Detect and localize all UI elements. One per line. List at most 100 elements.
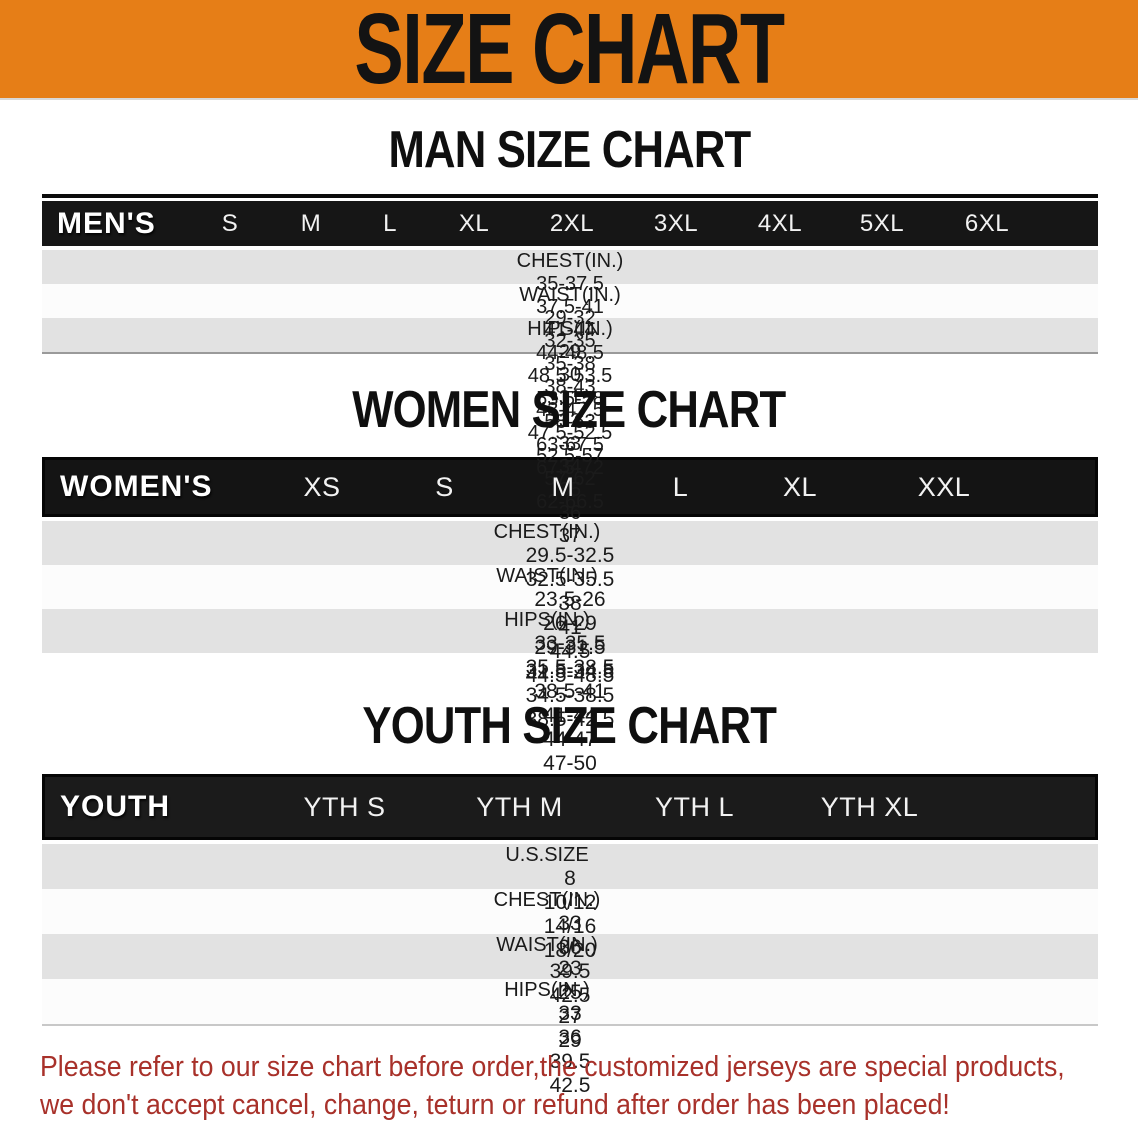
youth-table-header-row: YOUTH YTH S YTH M YTH L YTH XL <box>42 774 1098 840</box>
size-value-cell: 57-62 <box>544 468 596 490</box>
size-value-cell: 48.5-53.5 <box>527 365 613 387</box>
size-value-cell: 43-47.5 <box>536 399 604 421</box>
size-value-cell: 41-44 <box>543 704 597 727</box>
size-column-header: YTH L <box>654 791 735 822</box>
size-value-cell: 58-63 <box>544 411 596 433</box>
size-value-cell: 35.5-38.5 <box>525 656 615 679</box>
size-column-header: L <box>383 209 397 237</box>
size-column-header: 5XL <box>859 209 905 237</box>
size-value-cell: 31.5-34.5 <box>525 660 615 683</box>
size-value-cell: 39.5 <box>549 960 591 983</box>
size-value-cell: 31 <box>558 387 582 409</box>
size-value-cell: 52.5-57 <box>536 445 604 467</box>
youth-section-heading: YOUTH SIZE CHART <box>0 697 1138 755</box>
women-table-header-row: WOMEN'S XS S M L XL XXL <box>42 457 1098 517</box>
size-column-header: YTH M <box>476 791 563 822</box>
men-chest-row: CHEST(IN.) 35-37.5 37.5-41 41-44 44-48.5… <box>42 250 1098 479</box>
size-value-cell: 44.5-48.5 <box>525 664 615 687</box>
size-value-cell: 38-43 <box>544 376 596 398</box>
size-value-cell: 33-35.5 <box>534 632 606 655</box>
size-value-cell: 62-66.5 <box>536 491 604 513</box>
size-value-cell: 36 <box>558 502 582 524</box>
size-value-cell: 18/20 <box>543 939 597 962</box>
size-value-cell: 38 <box>558 592 582 615</box>
size-value-cell: 53.5-58 <box>536 388 604 410</box>
size-column-header: YTH XL <box>820 791 919 822</box>
size-value-cell: 10/12 <box>543 891 597 914</box>
size-value-cell: 29.5-32.5 <box>525 544 615 567</box>
men-table-header-row: MEN'S S M L XL 2XL 3XL 4XL 5XL 6XL <box>42 201 1098 246</box>
size-value-cell: 35-37.5 <box>536 273 604 295</box>
size-value-cell: 36 <box>558 1026 582 1049</box>
measurement-label: WAIST(IN.) <box>496 565 598 587</box>
size-value-cell: 47-50 <box>543 752 597 775</box>
men-section-heading-text: MAN SIZE CHART <box>388 121 751 179</box>
size-value-cell: 14/16 <box>543 915 597 938</box>
size-column-header: 2XL <box>549 209 595 237</box>
size-value-cell: 38.5-42.5 <box>525 708 615 731</box>
men-section-heading: MAN SIZE CHART <box>0 121 1138 179</box>
youth-us-size-row: U.S.SIZE 8 10/12 14/16 18/20 <box>42 844 1098 962</box>
size-column-header: 4XL <box>757 209 803 237</box>
women-hips-row: HIPS(IN.) 33-35.5 35.5-38.5 38.5-41 41-4… <box>42 609 1098 775</box>
women-waist-row: WAIST(IN.) 23.5-26 26-29 29-31.5 31.5-34… <box>42 565 1098 731</box>
youth-section-heading-text: YOUTH SIZE CHART <box>362 697 777 755</box>
warning-line-2: we don't accept cancel, change, teturn o… <box>40 1089 950 1121</box>
size-column-header: L <box>672 471 689 502</box>
size-column-header: XL <box>782 471 818 502</box>
size-value-cell: 29-32 <box>544 307 596 329</box>
size-column-header: S <box>435 471 454 502</box>
size-value-cell: 41 <box>558 616 582 639</box>
warning-line-1: Please refer to our size chart before or… <box>40 1051 1065 1083</box>
size-value-cell: 27 <box>558 1005 582 1028</box>
men-corner-label: MEN'S <box>57 206 156 240</box>
size-column-header: M <box>300 209 322 237</box>
size-value-cell: 29 <box>558 341 582 363</box>
size-value-cell: 35-38 <box>544 353 596 375</box>
youth-hips-row: HIPS(IN.) 33 36 39.5 42.5 <box>42 979 1098 1097</box>
size-column-header: YTH S <box>303 791 386 822</box>
measurement-label: CHEST(IN.) <box>493 521 601 543</box>
size-value-cell: 44-47 <box>543 728 597 751</box>
size-value-cell: 47.5-52.5 <box>527 422 613 444</box>
men-size-table: MEN'S S M L XL 2XL 3XL 4XL 5XL 6XL CHEST… <box>42 194 1098 547</box>
youth-waist-row: WAIST(IN.) 23 25 27 29 <box>42 934 1098 1052</box>
youth-chest-row: CHEST(IN.) 33 36 39.5 42.5 <box>42 889 1098 1007</box>
size-value-cell: 30 <box>558 364 582 386</box>
measurement-label: WAIST(IN.) <box>519 284 621 306</box>
size-value-cell: 41-44 <box>544 319 596 341</box>
women-chest-row: CHEST(IN.) 29.5-32.5 32.5-35.5 38 41 44.… <box>42 521 1098 687</box>
size-value-cell: 33 <box>558 1002 582 1025</box>
measurement-label: HIPS(IN.) <box>504 979 590 1001</box>
size-column-header: M <box>551 471 575 502</box>
size-value-cell: 37 <box>558 525 582 547</box>
banner-title: SIZE CHART <box>354 0 785 105</box>
size-value-cell: 37.5-41 <box>536 296 604 318</box>
size-value-cell: 38.5-41 <box>534 680 606 703</box>
youth-size-table: YOUTH YTH S YTH M YTH L YTH XL U.S.SIZE … <box>42 774 1098 1097</box>
size-value-cell: 63-67.5 <box>536 434 604 456</box>
size-value-cell: 67.5-72 <box>536 457 604 479</box>
size-value-cell: 33 <box>558 912 582 935</box>
measurement-label: HIPS(IN.) <box>527 318 613 340</box>
size-value-cell: 42.5 <box>549 984 591 1007</box>
size-column-header: 3XL <box>653 209 699 237</box>
size-column-header: XS <box>303 471 341 502</box>
women-section-heading: WOMEN SIZE CHART <box>0 384 1138 436</box>
size-value-cell: 44-48.5 <box>536 342 604 364</box>
size-value-cell: 44.5 <box>549 640 591 663</box>
size-column-header: S <box>221 209 239 237</box>
size-value-cell: 33 <box>558 433 582 455</box>
size-column-header: XL <box>458 209 490 237</box>
size-value-cell: 32-35 <box>544 330 596 352</box>
size-value-cell: 23 <box>558 957 582 980</box>
warning-text: Please refer to our size chart before or… <box>40 1048 1115 1124</box>
youth-corner-label: YOUTH <box>60 790 170 823</box>
measurement-label: U.S.SIZE <box>505 844 589 866</box>
women-size-table: WOMEN'S XS S M L XL XXL CHEST(IN.) 29.5-… <box>42 457 1098 775</box>
women-corner-label: WOMEN'S <box>60 470 213 503</box>
size-value-cell: 39.5 <box>549 1050 591 1073</box>
size-value-cell: 25 <box>558 981 582 1004</box>
size-column-header: 6XL <box>964 209 1010 237</box>
size-value-cell: 29-31.5 <box>534 636 606 659</box>
